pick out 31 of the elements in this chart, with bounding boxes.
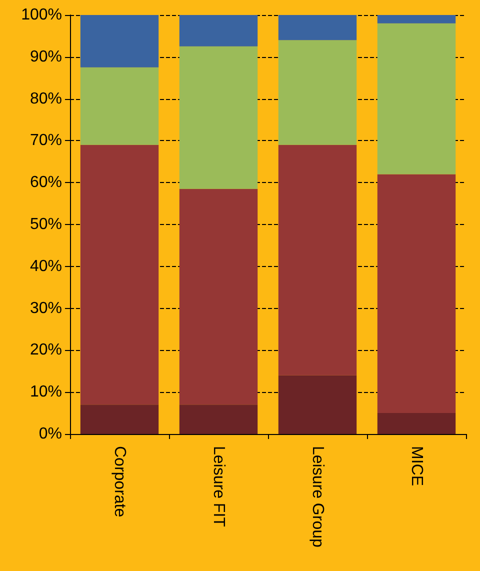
y-tick-label: 100% — [21, 6, 62, 24]
y-tick-label: 30% — [30, 300, 62, 317]
y-tick-label: 60% — [30, 174, 62, 192]
y-tick-label: 40% — [30, 258, 62, 275]
bar — [377, 23, 456, 174]
x-tick-label: Leisure FIT — [210, 446, 227, 528]
bar — [80, 404, 159, 434]
y-tick-label: 90% — [30, 48, 62, 66]
bar — [377, 15, 456, 24]
bar — [278, 15, 357, 40]
bar — [278, 375, 357, 434]
bar — [179, 188, 258, 405]
bar — [80, 144, 159, 405]
bar — [179, 404, 258, 434]
y-tick-label: 10% — [30, 384, 62, 401]
bar — [377, 174, 456, 414]
x-tick-label: MICE — [408, 446, 425, 486]
bar — [179, 46, 258, 189]
y-tick-label: 80% — [30, 90, 62, 108]
bar — [377, 413, 456, 434]
x-tick-label: Corporate — [111, 446, 128, 518]
bar — [179, 15, 258, 46]
y-tick-label: 0% — [38, 426, 62, 442]
bar — [80, 67, 159, 145]
y-tick-label: 20% — [30, 342, 62, 359]
bar — [278, 40, 357, 145]
x-tick-label: Leisure Group — [309, 446, 326, 548]
y-tick-label: 70% — [30, 132, 62, 150]
y-tick-label: 50% — [30, 216, 62, 233]
bar — [278, 144, 357, 376]
bar — [80, 15, 159, 68]
